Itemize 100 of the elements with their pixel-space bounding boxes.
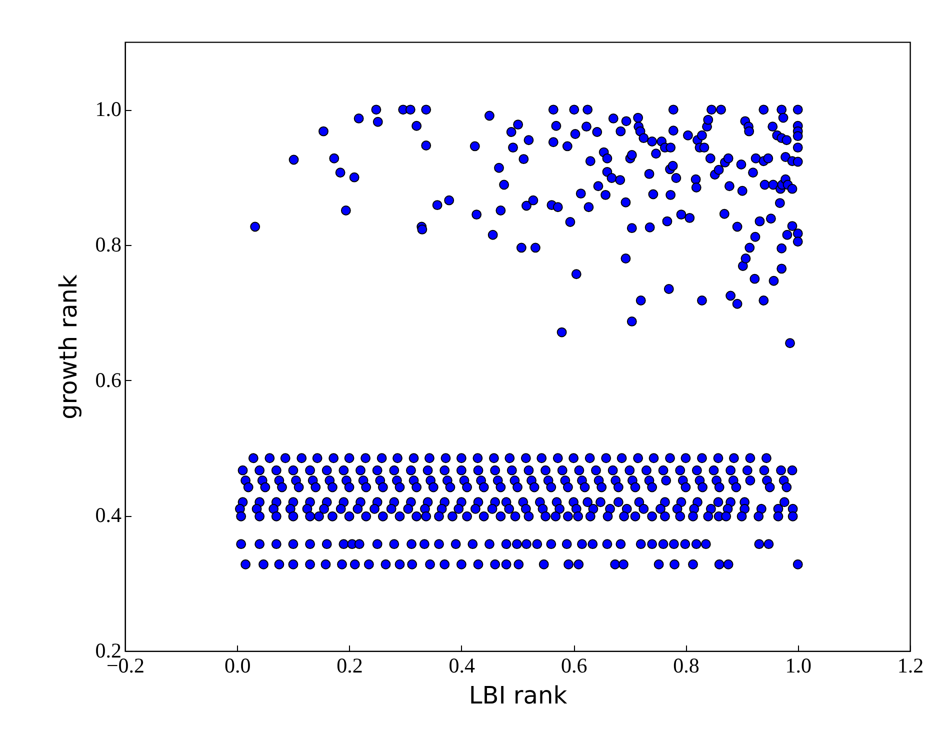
point	[538, 559, 549, 570]
point	[661, 476, 672, 486]
point	[692, 465, 702, 476]
point	[454, 504, 464, 514]
point	[636, 539, 646, 550]
point	[350, 559, 360, 570]
point	[327, 511, 338, 522]
point	[337, 559, 347, 570]
point	[504, 453, 515, 464]
point	[406, 539, 416, 550]
point	[641, 465, 652, 476]
point	[456, 465, 466, 476]
point	[344, 511, 354, 522]
point	[585, 511, 596, 522]
point	[698, 482, 708, 492]
point	[580, 482, 590, 492]
point	[258, 559, 268, 570]
point	[504, 504, 514, 514]
point	[408, 453, 419, 464]
point	[440, 465, 450, 476]
point	[759, 465, 770, 476]
point	[532, 539, 542, 550]
point	[723, 559, 734, 570]
point	[338, 465, 349, 476]
point	[473, 465, 484, 476]
point	[588, 539, 598, 550]
point	[356, 465, 366, 476]
point	[524, 511, 534, 522]
point	[264, 453, 275, 464]
point	[616, 539, 626, 550]
point	[602, 539, 612, 550]
point	[364, 559, 374, 570]
point	[428, 482, 438, 492]
point	[314, 511, 324, 522]
point	[422, 465, 433, 476]
point	[654, 559, 664, 570]
point	[450, 539, 461, 550]
point	[473, 559, 484, 570]
point	[328, 453, 339, 464]
point	[665, 453, 675, 464]
point	[745, 453, 756, 464]
point	[616, 453, 627, 464]
point	[389, 465, 400, 476]
point	[501, 559, 512, 570]
point	[288, 559, 298, 570]
point	[336, 504, 346, 514]
point	[602, 511, 613, 522]
point	[619, 511, 630, 522]
point	[574, 465, 584, 476]
point	[490, 559, 500, 570]
point	[271, 511, 282, 522]
point	[546, 539, 556, 550]
point	[536, 453, 547, 464]
point	[624, 465, 635, 476]
point	[675, 511, 686, 522]
point	[468, 539, 478, 550]
point	[434, 511, 444, 522]
point	[240, 559, 251, 570]
point	[564, 559, 574, 570]
point	[421, 511, 432, 522]
point	[360, 453, 371, 464]
point	[370, 504, 380, 514]
point	[254, 465, 265, 476]
point	[680, 482, 691, 492]
point	[776, 465, 786, 476]
y-axis-title: growth rank	[54, 274, 82, 420]
y-tick-label: 1.0	[95, 97, 122, 122]
point	[361, 511, 372, 522]
point	[688, 511, 698, 522]
y-tick-label: 0.6	[95, 368, 122, 392]
point	[764, 482, 775, 492]
point	[305, 559, 316, 570]
x-axis-title: LBI rank	[468, 682, 568, 710]
point	[310, 482, 321, 492]
point	[412, 482, 422, 492]
point	[305, 539, 316, 550]
point	[554, 504, 565, 514]
point	[660, 511, 670, 522]
point	[745, 476, 756, 486]
point	[424, 453, 434, 464]
point	[670, 559, 680, 570]
point	[764, 539, 774, 550]
point	[462, 482, 472, 492]
point	[630, 511, 640, 522]
point	[386, 504, 396, 514]
point	[522, 539, 532, 550]
x-tick-label: 0.0	[224, 654, 251, 678]
point	[425, 559, 435, 570]
point	[319, 504, 330, 514]
point	[529, 482, 540, 492]
point	[675, 465, 686, 476]
point	[294, 482, 304, 492]
point	[501, 539, 512, 550]
point	[524, 465, 534, 476]
point	[658, 539, 668, 550]
x-tick-label: 1.0	[785, 654, 812, 678]
point	[713, 497, 724, 508]
point	[601, 453, 612, 464]
point	[484, 539, 494, 550]
point	[472, 453, 483, 464]
